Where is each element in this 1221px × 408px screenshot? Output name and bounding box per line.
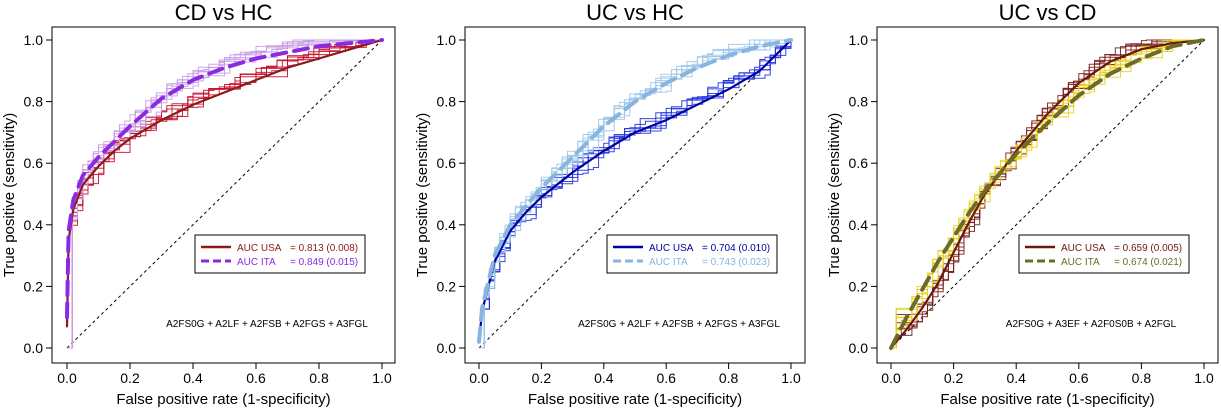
legend-auc-value: = 0.743 (0.023) (702, 257, 770, 268)
x-axis-label: False positive rate (1-specificity) (116, 391, 330, 408)
y-tick-label: 0.8 (437, 94, 457, 110)
roc-panel-2: UC vs HC 0.0 0.2 0.4 0.6 0.8 1.0 0.0 0.2 0.4 0.6 0.… (414, 0, 806, 408)
y-tick-label: 0.4 (24, 217, 44, 233)
y-axis-label: True positive (sensitivity) (826, 113, 843, 278)
x-tick-label: 0.0 (881, 370, 901, 386)
roc-replicate-curve (479, 39, 791, 349)
x-axis-label: False positive rate (1-specificity) (940, 391, 1154, 408)
roc-mean-curve-usa (477, 38, 793, 343)
legend-box (1018, 234, 1190, 274)
y-tick-label: 0.6 (437, 155, 457, 171)
diagonal-reference-line (478, 39, 792, 349)
x-tick-label: 0.0 (57, 370, 77, 386)
y-tick-label: 0.2 (24, 278, 44, 294)
x-tick-label: 0.0 (469, 370, 489, 386)
legend-series-name: AUC ITA (649, 257, 688, 268)
legend-series-name: AUC USA (237, 243, 282, 254)
legend-series-name: AUC USA (1061, 243, 1106, 254)
y-tick-label: 1.0 (437, 32, 457, 48)
diagonal-reference-line (66, 39, 383, 349)
y-tick-label: 0.8 (24, 94, 44, 110)
legend-auc-value: = 0.813 (0.008) (290, 243, 358, 254)
legend-series-name: AUC USA (649, 243, 694, 254)
y-tick-label: 0.6 (849, 155, 869, 171)
x-tick-label: 0.2 (120, 370, 140, 386)
x-axis-label: False positive rate (1-specificity) (528, 391, 742, 408)
roc-panel-3: UC vs CD 0.0 0.2 0.4 0.6 0.8 1.0 0.0 0.2 0.4 0.6 0.… (826, 0, 1219, 408)
y-tick-label: 0.4 (849, 217, 869, 233)
legend-series-name: AUC ITA (1061, 257, 1100, 268)
y-tick-label: 1.0 (849, 32, 869, 48)
y-tick-label: 0.0 (849, 340, 869, 356)
roc-panel-1: CD vs HC 0.0 0.2 0.4 0.6 0.8 1.0 0.0 0.2 0.4 0.6 0.… (1, 0, 396, 408)
y-tick-label: 0.6 (24, 155, 44, 171)
y-axis-label: True positive (sensitivity) (1, 113, 18, 278)
x-tick-label: 1.0 (372, 370, 392, 386)
legend-auc-value: = 0.704 (0.010) (702, 243, 770, 254)
roc-mean-curve-ita (65, 38, 384, 320)
x-tick-label: 0.2 (532, 370, 552, 386)
y-axis-label: True positive (sensitivity) (414, 113, 431, 278)
glycan-formula-label: A2FS0G + A2LF + A2FSB + A2FGS + A3FGL (578, 319, 780, 330)
roc-mean-curve-usa (65, 38, 384, 328)
y-tick-label: 0.0 (437, 340, 457, 356)
plot-frame (876, 26, 1219, 364)
roc-mean-curve-ita (477, 38, 793, 344)
y-tick-label: 0.2 (849, 278, 869, 294)
chart-title: UC vs CD (999, 0, 1097, 25)
x-tick-label: 0.6 (656, 370, 676, 386)
x-tick-label: 0.8 (719, 370, 739, 386)
roc-replicate-curve (891, 39, 1204, 349)
chart-title: CD vs HC (175, 0, 273, 25)
roc-replicate-curve (891, 39, 1204, 349)
x-tick-label: 0.6 (246, 370, 266, 386)
roc-mean-curve-ita (889, 38, 1206, 350)
legend-series-name: AUC ITA (237, 257, 276, 268)
x-tick-label: 0.2 (944, 370, 964, 386)
glycan-formula-label: A2FS0G + A2LF + A2FSB + A2FGS + A3FGL (166, 319, 368, 330)
legend-auc-value: = 0.659 (0.005) (1114, 243, 1182, 254)
x-tick-label: 0.8 (1132, 370, 1152, 386)
x-tick-label: 0.8 (309, 370, 329, 386)
x-tick-label: 0.6 (1069, 370, 1089, 386)
x-tick-label: 0.4 (1006, 370, 1026, 386)
legend-box (606, 234, 778, 274)
x-tick-label: 1.0 (781, 370, 801, 386)
plot-frame (51, 26, 396, 364)
y-tick-label: 0.8 (849, 94, 869, 110)
y-tick-label: 1.0 (24, 32, 44, 48)
roc-replicate-curve (891, 39, 1204, 349)
legend-box (194, 234, 366, 274)
y-tick-label: 0.0 (24, 340, 44, 356)
diagonal-reference-line (890, 39, 1205, 349)
x-tick-label: 0.4 (183, 370, 203, 386)
glycan-formula-label: A2FS0G + A3EF + A2F0S0B + A2FGL (1006, 319, 1177, 330)
y-tick-label: 0.2 (437, 278, 457, 294)
legend-auc-value: = 0.674 (0.021) (1114, 257, 1182, 268)
legend-auc-value: = 0.849 (0.015) (290, 257, 358, 268)
y-tick-label: 0.4 (437, 217, 457, 233)
x-tick-label: 1.0 (1194, 370, 1214, 386)
plot-frame (464, 26, 806, 364)
x-tick-label: 0.4 (594, 370, 614, 386)
chart-title: UC vs HC (586, 0, 684, 25)
